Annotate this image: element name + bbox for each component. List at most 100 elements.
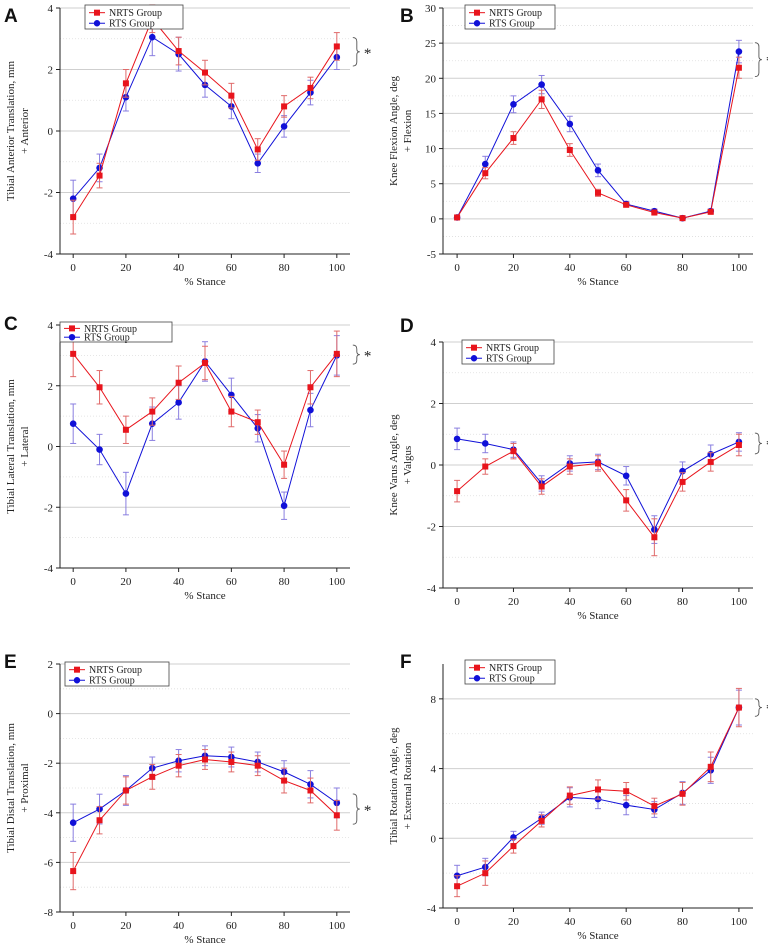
data-point (707, 763, 714, 770)
data-point (651, 209, 658, 216)
data-point (228, 408, 235, 415)
data-point (622, 801, 630, 809)
x-tick-label: 20 (120, 920, 132, 932)
y-tick-label: -5 (427, 249, 437, 261)
y-tick-label: 0 (431, 460, 437, 472)
x-tick-label: 20 (508, 596, 520, 608)
x-tick-label: 80 (279, 920, 291, 932)
y-tick-label: 30 (425, 3, 437, 15)
data-point (735, 704, 742, 711)
y-tick-label: 25 (425, 38, 437, 50)
significance-brace (352, 344, 360, 365)
y-tick-label: 10 (425, 144, 437, 156)
data-point (595, 786, 601, 793)
y-tick-label: 4 (431, 764, 437, 776)
panel-b: -5 0 5 10 15 20 25 30 0 20 40 60 80 100 % Stance Knee F… (388, 3, 768, 288)
significance-star: * (364, 803, 372, 819)
data-point (96, 446, 103, 453)
data-point (202, 359, 208, 366)
legend-label-rts: RTS Group (109, 19, 155, 30)
y-tick-label: 0 (431, 833, 437, 845)
legend-marker-rts (473, 675, 481, 682)
data-point (707, 208, 714, 215)
data-point (254, 762, 261, 769)
y-axis-label: + Flexion (402, 109, 414, 152)
data-point (595, 189, 601, 196)
y-tick-label: 8 (431, 694, 437, 706)
data-point (735, 48, 743, 55)
data-point (175, 399, 182, 406)
data-point (707, 458, 714, 465)
legend-label-rts: RTS Group (89, 676, 135, 687)
y-tick-label: -2 (44, 188, 53, 200)
y-axis-label: + Anterior (19, 108, 31, 154)
significance-star: * (766, 702, 768, 718)
data-point (333, 812, 340, 819)
data-point (538, 96, 545, 103)
legend-marker-nrts (471, 344, 477, 351)
data-point (202, 69, 208, 76)
data-point (679, 478, 686, 485)
legend-label-nrts: NRTS Group (109, 8, 162, 19)
data-point (538, 483, 545, 490)
x-tick-label: 20 (120, 262, 132, 274)
x-tick-label: 100 (731, 916, 748, 928)
x-tick-label: 20 (120, 576, 132, 588)
y-tick-label: 4 (48, 3, 54, 15)
y-axis-label: + Lateral (19, 426, 31, 466)
y-tick-label: -4 (44, 563, 54, 575)
data-point (453, 435, 461, 443)
data-point (307, 84, 314, 91)
x-axis-label: % Stance (577, 610, 618, 622)
y-axis-label: + Valgus (402, 446, 414, 485)
data-point (175, 48, 182, 55)
x-tick-label: 80 (279, 262, 291, 274)
series-line (457, 438, 740, 531)
x-tick-label: 60 (621, 262, 633, 274)
data-point (482, 870, 489, 877)
y-tick-label: -8 (44, 907, 54, 919)
y-axis-label: Knee Flexion Angle, deg (388, 76, 400, 186)
data-point (481, 440, 489, 447)
x-tick-label: 0 (70, 576, 76, 588)
y-tick-label: 2 (48, 65, 54, 77)
legend-label-rts: RTS Group (486, 354, 532, 365)
data-point (122, 490, 130, 497)
y-tick-label: -2 (44, 502, 53, 514)
legend-marker-nrts (94, 9, 100, 16)
x-tick-label: 40 (173, 920, 185, 932)
y-tick-label: -4 (44, 249, 54, 261)
y-tick-label: 15 (425, 108, 437, 120)
data-point (538, 817, 545, 824)
series-nrts (70, 749, 340, 891)
x-axis-label: % Stance (184, 934, 225, 945)
significance-brace (754, 698, 762, 717)
data-point (281, 777, 288, 784)
data-point (510, 100, 517, 108)
y-axis-label: Tibial Rotation Angle, deg (388, 727, 400, 844)
significance-star: * (766, 437, 768, 453)
panel-label: D (400, 316, 414, 337)
data-point (254, 146, 261, 153)
y-tick-label: -4 (427, 583, 437, 595)
data-point (566, 463, 573, 470)
data-point (281, 461, 288, 468)
data-point (510, 135, 517, 142)
x-tick-label: 60 (621, 596, 633, 608)
data-point (623, 788, 630, 795)
data-point (122, 787, 129, 794)
x-tick-label: 80 (677, 262, 689, 274)
data-point (651, 534, 658, 541)
significance-star: * (364, 349, 372, 365)
data-point (96, 172, 103, 179)
x-tick-label: 40 (564, 262, 576, 274)
legend-marker-rts (470, 355, 478, 362)
x-tick-label: 60 (226, 262, 238, 274)
series-nrts (454, 687, 742, 898)
data-point (148, 33, 156, 41)
x-tick-label: 40 (564, 916, 576, 928)
